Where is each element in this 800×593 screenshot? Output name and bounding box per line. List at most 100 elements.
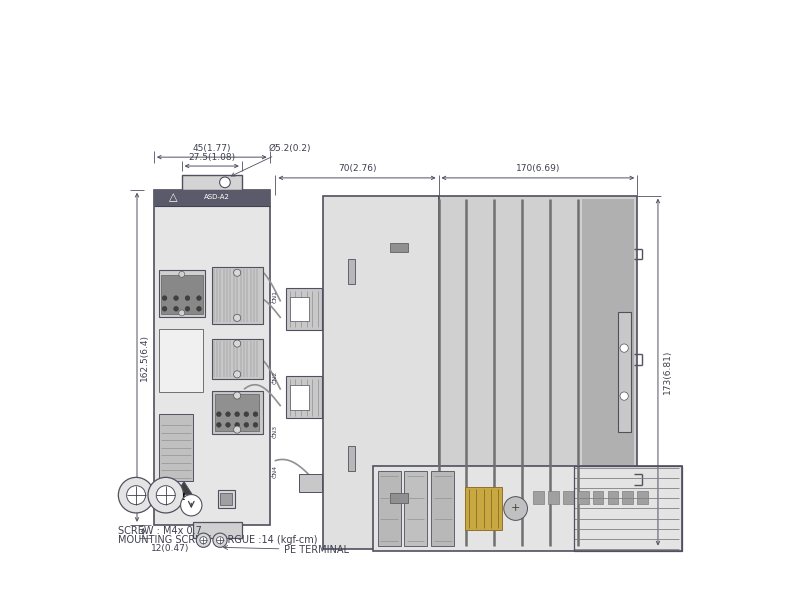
Text: 45(1.77): 45(1.77) <box>193 144 231 153</box>
Circle shape <box>148 477 183 513</box>
Text: CN3: CN3 <box>273 425 278 438</box>
Bar <box>158 329 202 393</box>
Bar <box>607 491 618 504</box>
Bar <box>290 385 310 410</box>
Bar <box>438 196 637 549</box>
Bar <box>215 394 259 431</box>
Text: ASD-A2: ASD-A2 <box>204 195 230 200</box>
Circle shape <box>197 307 202 311</box>
Polygon shape <box>176 482 192 495</box>
Polygon shape <box>174 488 194 505</box>
Circle shape <box>234 340 241 347</box>
Text: +: + <box>511 503 520 514</box>
Circle shape <box>244 422 249 427</box>
Circle shape <box>234 422 239 427</box>
Circle shape <box>244 412 249 416</box>
Bar <box>212 267 262 324</box>
Bar <box>154 190 270 206</box>
Bar <box>374 466 682 551</box>
Bar <box>212 391 262 434</box>
Circle shape <box>234 412 239 416</box>
Circle shape <box>217 412 222 416</box>
Circle shape <box>220 177 230 188</box>
Circle shape <box>118 477 154 513</box>
Bar <box>548 491 559 504</box>
Text: CN1: CN1 <box>273 291 278 304</box>
Bar <box>574 466 682 551</box>
Text: △: △ <box>169 193 178 202</box>
Circle shape <box>620 344 628 352</box>
Text: 12(0.47): 12(0.47) <box>151 544 190 553</box>
Circle shape <box>179 310 185 316</box>
Circle shape <box>253 412 258 416</box>
Circle shape <box>162 296 167 301</box>
Bar <box>348 259 355 284</box>
Circle shape <box>504 497 527 521</box>
Bar <box>182 175 242 190</box>
Text: SCREW : M4x 0.7: SCREW : M4x 0.7 <box>118 526 202 535</box>
Text: Ø5.2(0.2): Ø5.2(0.2) <box>231 144 311 176</box>
Circle shape <box>234 371 241 378</box>
Circle shape <box>213 533 227 547</box>
Bar <box>161 275 202 314</box>
Text: 170(6.69): 170(6.69) <box>516 164 560 173</box>
Circle shape <box>226 422 230 427</box>
Bar <box>466 487 502 530</box>
Bar <box>323 196 438 549</box>
Bar <box>593 491 603 504</box>
Bar <box>348 446 355 471</box>
Bar <box>218 490 235 508</box>
Circle shape <box>234 269 241 276</box>
Bar <box>221 493 232 505</box>
Text: CN2: CN2 <box>273 371 278 384</box>
Circle shape <box>181 495 202 516</box>
Bar <box>299 474 322 492</box>
Circle shape <box>253 422 258 427</box>
Circle shape <box>226 412 230 416</box>
Circle shape <box>174 307 178 311</box>
Bar <box>638 491 648 504</box>
Bar <box>404 471 426 546</box>
Bar <box>378 471 401 546</box>
Text: 162.5(6.4): 162.5(6.4) <box>140 334 149 381</box>
Bar <box>390 493 408 503</box>
Text: MOUNTING SCREW TORGUE :14 (kgf-cm): MOUNTING SCREW TORGUE :14 (kgf-cm) <box>118 535 318 544</box>
Circle shape <box>179 272 185 278</box>
Circle shape <box>162 307 167 311</box>
Circle shape <box>217 422 222 427</box>
Bar <box>158 415 194 482</box>
Circle shape <box>196 533 210 547</box>
Text: 27.5(1.08): 27.5(1.08) <box>188 153 235 162</box>
Bar <box>390 243 408 252</box>
Text: PE TERMINAL: PE TERMINAL <box>224 545 350 554</box>
Circle shape <box>197 296 202 301</box>
Circle shape <box>200 537 207 544</box>
Bar <box>563 491 574 504</box>
Bar <box>212 339 262 379</box>
Bar <box>622 491 633 504</box>
Circle shape <box>234 426 241 433</box>
Bar <box>578 491 589 504</box>
Text: 173(6.81): 173(6.81) <box>662 350 672 394</box>
Circle shape <box>156 486 175 505</box>
Circle shape <box>620 392 628 400</box>
Text: 70(2.76): 70(2.76) <box>338 164 376 173</box>
Bar <box>154 190 270 525</box>
Bar <box>194 522 242 538</box>
Circle shape <box>126 486 146 505</box>
Bar <box>618 312 630 432</box>
Bar <box>534 491 544 504</box>
Bar <box>158 270 205 317</box>
Circle shape <box>185 296 190 301</box>
Circle shape <box>185 307 190 311</box>
Bar <box>290 296 310 321</box>
Bar <box>286 377 322 418</box>
Bar <box>582 199 634 546</box>
Circle shape <box>234 392 241 399</box>
Circle shape <box>174 296 178 301</box>
Text: !: ! <box>182 493 186 502</box>
Bar <box>431 471 454 546</box>
Text: CN4: CN4 <box>273 465 278 478</box>
Circle shape <box>234 314 241 321</box>
Circle shape <box>217 537 223 544</box>
